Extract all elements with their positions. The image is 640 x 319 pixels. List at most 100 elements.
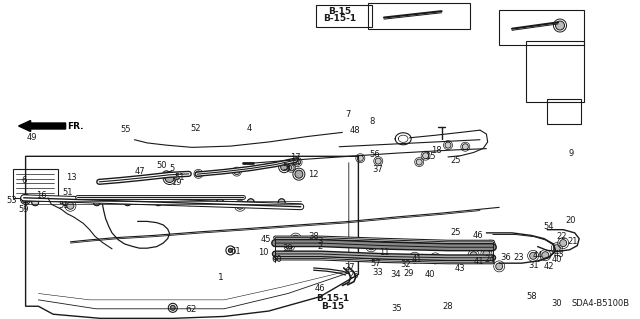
Text: 41: 41 xyxy=(474,257,484,266)
Text: 20: 20 xyxy=(566,216,576,225)
Text: SDA4-B5100B: SDA4-B5100B xyxy=(572,299,630,308)
Circle shape xyxy=(445,142,451,148)
Text: 30: 30 xyxy=(552,299,562,308)
Circle shape xyxy=(281,164,287,171)
Text: 34: 34 xyxy=(390,270,401,279)
Bar xyxy=(526,41,584,102)
Text: B-15: B-15 xyxy=(328,7,351,16)
Circle shape xyxy=(228,249,232,252)
Circle shape xyxy=(487,242,493,249)
Text: 19: 19 xyxy=(171,178,181,187)
Circle shape xyxy=(496,263,502,270)
Circle shape xyxy=(234,169,240,174)
Circle shape xyxy=(247,199,254,206)
Text: 50: 50 xyxy=(156,161,166,170)
Text: 25: 25 xyxy=(451,228,461,237)
Circle shape xyxy=(556,21,564,30)
Text: 51: 51 xyxy=(59,201,69,210)
Circle shape xyxy=(163,171,170,179)
Circle shape xyxy=(295,170,303,178)
Text: 18: 18 xyxy=(431,146,442,155)
Text: 36: 36 xyxy=(500,253,511,262)
Text: 13: 13 xyxy=(67,173,77,182)
Text: 59: 59 xyxy=(19,205,29,214)
Circle shape xyxy=(186,199,193,206)
Text: 11: 11 xyxy=(379,248,389,256)
Circle shape xyxy=(554,245,560,252)
Circle shape xyxy=(93,199,100,206)
Text: 52: 52 xyxy=(190,124,200,133)
Circle shape xyxy=(63,199,70,206)
Circle shape xyxy=(32,199,38,206)
Text: 55: 55 xyxy=(120,125,131,134)
Text: 43: 43 xyxy=(554,250,564,259)
Text: 40: 40 xyxy=(552,256,562,264)
Circle shape xyxy=(432,255,438,262)
Text: 32: 32 xyxy=(400,260,410,269)
Bar xyxy=(547,99,581,124)
Text: 24: 24 xyxy=(484,256,495,264)
Circle shape xyxy=(542,252,548,259)
Text: 35: 35 xyxy=(392,304,402,313)
Bar xyxy=(13,169,58,198)
Text: 37: 37 xyxy=(372,165,383,174)
Circle shape xyxy=(216,199,223,206)
Text: 39: 39 xyxy=(283,244,293,253)
Text: 21: 21 xyxy=(568,237,578,246)
Text: 56: 56 xyxy=(283,163,293,172)
Text: B-15-1: B-15-1 xyxy=(316,294,349,303)
Circle shape xyxy=(286,242,292,249)
Text: 53: 53 xyxy=(6,197,17,205)
Text: 51: 51 xyxy=(174,173,184,182)
Text: 5: 5 xyxy=(169,164,174,173)
Circle shape xyxy=(22,196,29,203)
Text: 16: 16 xyxy=(36,191,47,200)
Circle shape xyxy=(422,153,429,159)
Circle shape xyxy=(368,243,374,250)
Text: 10: 10 xyxy=(259,249,269,257)
Bar xyxy=(499,10,584,45)
Text: 17: 17 xyxy=(291,153,301,162)
Text: 46: 46 xyxy=(315,284,325,293)
Text: 49: 49 xyxy=(27,133,37,142)
Text: 45: 45 xyxy=(260,235,271,244)
Text: 7: 7 xyxy=(345,110,350,119)
Circle shape xyxy=(462,144,468,150)
Text: 22: 22 xyxy=(557,232,567,241)
Circle shape xyxy=(294,159,301,165)
Text: 44: 44 xyxy=(532,251,543,260)
Text: 61: 61 xyxy=(230,247,241,256)
Text: B-15-1: B-15-1 xyxy=(323,14,356,23)
Circle shape xyxy=(470,252,477,259)
Text: 31: 31 xyxy=(528,261,538,270)
Circle shape xyxy=(412,254,418,261)
Text: 29: 29 xyxy=(403,269,413,278)
Circle shape xyxy=(530,252,536,259)
Text: 48: 48 xyxy=(350,126,360,135)
Text: 12: 12 xyxy=(308,170,319,179)
Bar xyxy=(368,3,470,29)
Text: 2: 2 xyxy=(317,242,323,251)
Circle shape xyxy=(357,155,364,161)
Text: 8: 8 xyxy=(370,117,375,126)
Text: 43: 43 xyxy=(454,264,465,273)
Text: 23: 23 xyxy=(513,253,524,262)
Circle shape xyxy=(124,199,131,206)
Text: 6: 6 xyxy=(22,176,27,185)
Text: 1: 1 xyxy=(218,273,223,282)
Text: 62: 62 xyxy=(185,305,196,314)
Text: 15: 15 xyxy=(425,152,435,161)
Text: 27: 27 xyxy=(345,263,355,272)
Text: 28: 28 xyxy=(443,302,453,311)
Text: 26: 26 xyxy=(349,271,359,280)
Circle shape xyxy=(288,165,294,171)
Circle shape xyxy=(416,159,422,165)
Text: 47: 47 xyxy=(134,167,145,176)
Text: 56: 56 xyxy=(369,150,380,159)
Text: 40: 40 xyxy=(425,270,435,279)
Circle shape xyxy=(560,240,566,247)
Circle shape xyxy=(195,171,202,177)
Text: 38: 38 xyxy=(308,232,319,241)
Circle shape xyxy=(292,235,299,242)
Text: 3: 3 xyxy=(317,237,323,246)
